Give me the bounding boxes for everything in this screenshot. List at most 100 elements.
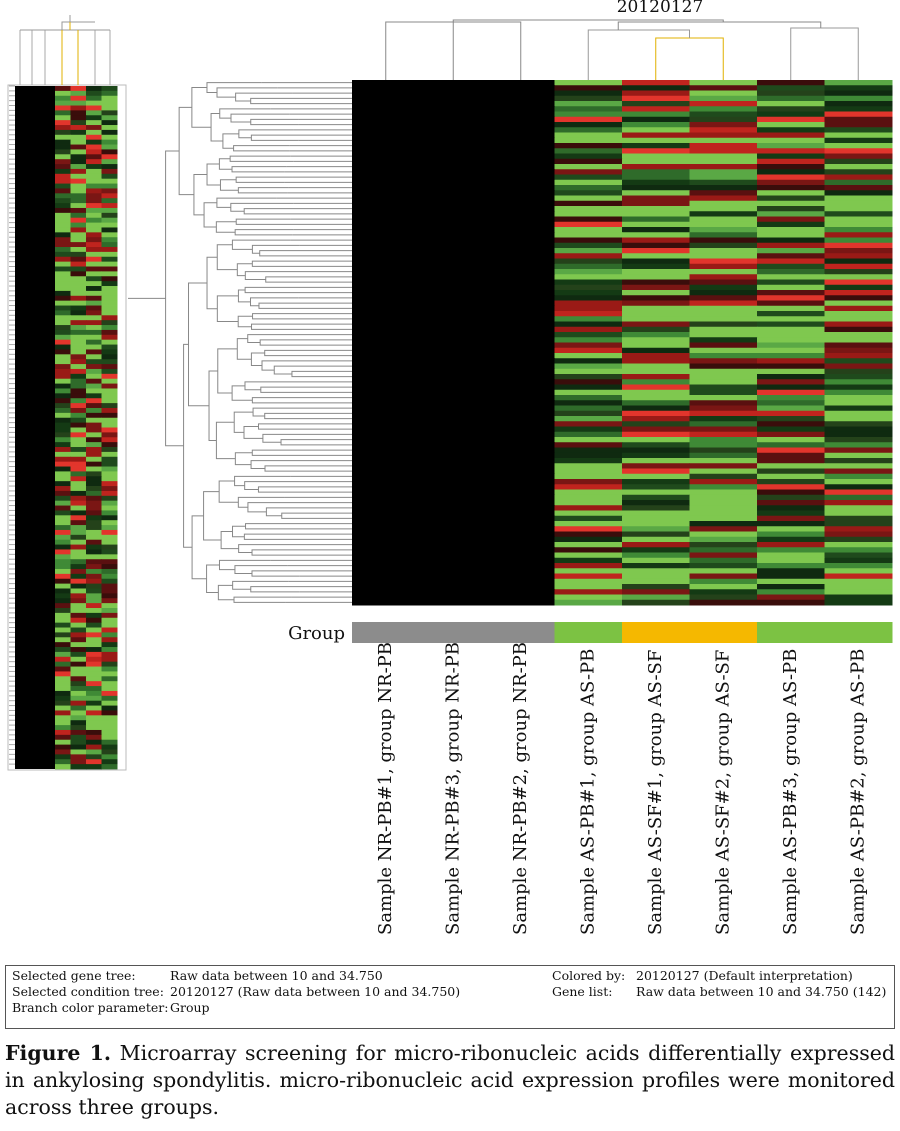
thumb-cell (70, 442, 87, 448)
heatmap-cell (622, 531, 690, 538)
heatmap-cell (487, 431, 555, 438)
thumb-cell (101, 168, 118, 175)
thumb-cell (70, 183, 87, 189)
heatmap-cell (824, 227, 893, 233)
heatmap-cell (554, 185, 623, 191)
heatmap-cell (757, 489, 825, 496)
thumb-cell (55, 86, 71, 92)
thumb-cell (70, 461, 87, 467)
heatmap-cell (352, 568, 420, 574)
thumb-cell (86, 476, 102, 482)
heatmap-cell (757, 437, 825, 443)
heatmap-cell (352, 237, 420, 244)
caption: Figure 1. Microarray screening for micro… (5, 1040, 895, 1121)
thumb-cell (70, 315, 87, 321)
thumb-cell (86, 325, 102, 331)
heatmap-cell (689, 547, 758, 553)
heatmap-cell (352, 106, 420, 112)
heatmap-cell (352, 489, 420, 496)
heatmap-cell (419, 290, 488, 296)
heatmap-cell (352, 431, 420, 438)
thumb-cell (55, 568, 71, 575)
heatmap-cell (419, 431, 488, 438)
thumb-cell (55, 364, 71, 370)
heatmap-cell (757, 284, 825, 291)
heatmap-cell (757, 164, 825, 170)
heatmap-cell (757, 143, 825, 149)
thumb-cell (86, 681, 102, 687)
heatmap-cell (824, 510, 893, 517)
thumb-cell (101, 564, 118, 570)
heatmap-cell (757, 211, 825, 217)
tree-branch (243, 208, 300, 215)
tree-branch (234, 452, 253, 466)
thumb-cell (86, 168, 102, 175)
heatmap-cell (487, 174, 555, 181)
heatmap-cell (689, 232, 758, 238)
thumb-cell (70, 178, 87, 184)
heatmap-cell (622, 279, 690, 286)
heatmap-cell (622, 599, 690, 606)
thumb-cell (86, 329, 102, 336)
heatmap-cell (352, 169, 420, 175)
heatmap-cell (554, 190, 623, 196)
heatmap-cell (419, 295, 488, 301)
heatmap-cell (554, 111, 623, 118)
thumb-cell (70, 388, 87, 394)
heatmap-cell (554, 148, 623, 154)
heatmap-cell (622, 484, 690, 490)
heatmap-cell (419, 106, 488, 112)
heatmap-cell (554, 437, 623, 443)
thumb-cell (86, 295, 102, 302)
thumb-black (15, 86, 55, 769)
heatmap-cell (487, 521, 555, 527)
thumb-cell (86, 525, 102, 531)
thumb-cell (55, 490, 71, 497)
thumb-cell (86, 647, 102, 653)
thumb-cell (86, 486, 102, 492)
thumb-cell (70, 627, 87, 633)
heatmap-cell (622, 185, 690, 191)
tree-branch (232, 525, 246, 538)
thumb-cell (55, 637, 71, 643)
condition-branch (790, 27, 859, 80)
heatmap-cell (824, 237, 893, 244)
thumb-cell (86, 310, 102, 316)
heatmap-cell (622, 80, 690, 86)
heatmap-cell (757, 237, 825, 244)
heatmap-cell (487, 505, 555, 511)
info-key: Selected condition tree: (12, 984, 164, 999)
thumb-cell (101, 281, 118, 287)
heatmap-cell (689, 95, 758, 102)
heatmap-cell (824, 321, 893, 328)
heatmap-cell (554, 358, 623, 364)
heatmap-cell (419, 164, 488, 170)
thumb-cell (101, 398, 118, 404)
heatmap-cell (757, 500, 825, 506)
heatmap-cell (487, 253, 555, 259)
thumb-cell (101, 447, 118, 453)
thumb-cell (86, 725, 102, 731)
thumb-cell (70, 193, 87, 199)
thumb-cell (101, 617, 118, 624)
thumb-cell (55, 647, 71, 653)
group-cell (554, 622, 623, 643)
heatmap-cell (352, 232, 420, 238)
tree-branch (235, 176, 293, 183)
heatmap-cell (622, 258, 690, 265)
info-row: Selected condition tree: 20120127 (Raw da… (12, 984, 460, 1000)
thumb-cell (86, 588, 102, 594)
thumb-cell (70, 222, 87, 228)
heatmap-cell (419, 421, 488, 427)
thumb-cell (86, 115, 102, 121)
tree-branch (203, 491, 222, 541)
thumb-cell (70, 622, 87, 628)
heatmap-cell (487, 447, 555, 454)
heatmap-cell (352, 552, 420, 559)
heatmap-cell (419, 447, 488, 454)
thumb-cell (86, 559, 102, 565)
heatmap-cell (487, 489, 555, 496)
heatmap-cell (419, 190, 488, 196)
thumb-cell (70, 715, 87, 721)
heatmap-cell (689, 416, 758, 422)
